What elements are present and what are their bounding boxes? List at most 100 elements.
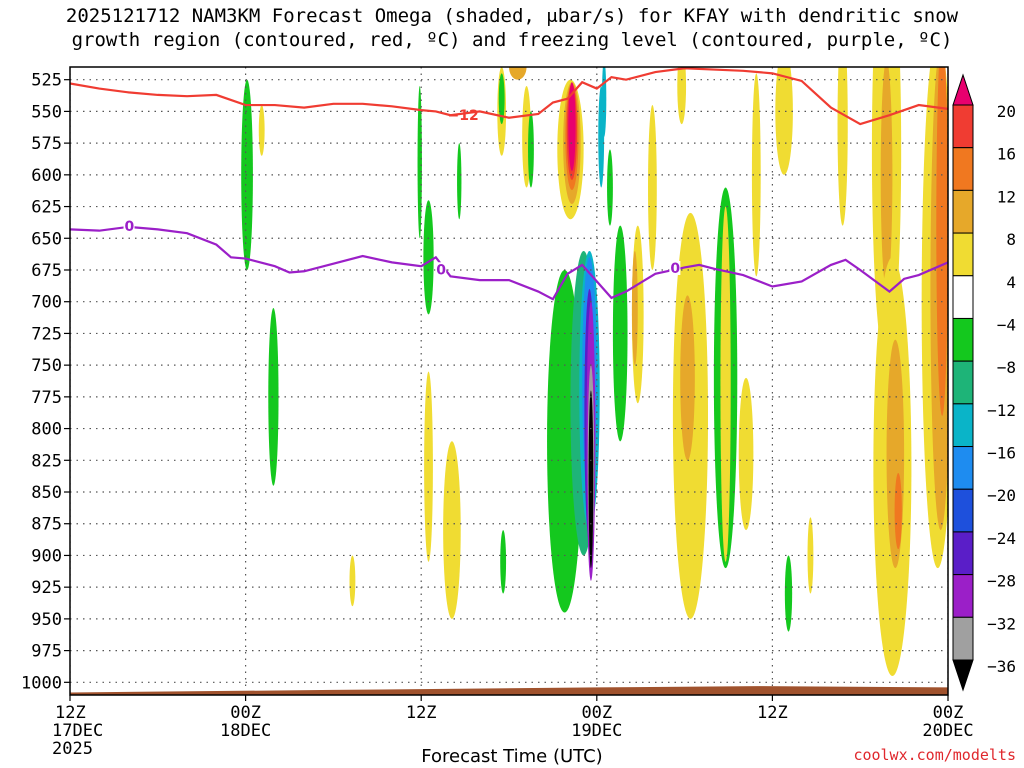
x-tick-year-0: 2025 [52,739,93,759]
plot-frame [69,66,949,696]
omega-shade-49 [509,67,527,80]
colorbar-label-4: 4 [1006,273,1016,292]
omega-shade-11 [528,111,534,188]
y-tick-label-825: 825 [31,451,62,471]
omega-shade-6 [424,371,433,562]
omega-shade-34 [738,377,754,531]
colorbar-bottom-arrow [952,659,974,692]
title-line-2: growth region (contoured, red, ºC) and f… [71,29,953,51]
omega-shade-37 [784,555,793,632]
y-tick-label-525: 525 [31,71,62,91]
y-tick-label-975: 975 [31,642,62,662]
y-tick-label-875: 875 [31,515,62,535]
freezing-level-label-2: 0 [670,261,680,277]
credit-text: coolwx.com/modelts [853,746,1016,764]
x-tick-label-5: 00Z [933,703,964,723]
y-tick-label-900: 900 [31,546,62,566]
colorbar-label-9: −20 [987,486,1016,505]
omega-shade-33 [720,206,731,562]
omega-shade-39 [837,67,848,226]
omega-shade-2 [258,105,265,156]
x-axis-title: Forecast Time (UTC) [421,746,603,767]
title-line-1: 2025121712 NAM3KM Forecast Omega (shaded… [65,5,959,27]
colorbar-label-5: −4 [997,315,1016,334]
colorbar-label-0: 20 [997,102,1016,121]
omega-shade-43 [886,339,905,569]
colorbar-label-13: −36 [987,657,1016,676]
y-tick-label-675: 675 [31,261,62,281]
x-tick-label-3: 00Z [581,703,612,723]
omega-shade-5 [457,143,462,220]
colorbar-swatch-1 [952,104,974,149]
y-tick-label-800: 800 [31,420,62,440]
colorbar-label-11: −28 [987,572,1016,591]
y-tick-label-775: 775 [31,388,62,408]
colorbar-swatch-2 [952,147,974,191]
colorbar-swatch-8 [952,403,974,448]
chart-title: 2025121712 NAM3KM Forecast Omega (shaded… [0,4,1024,52]
omega-shade-1 [268,308,279,486]
omega-shade-47 [936,67,948,416]
y-tick-label-725: 725 [31,324,62,344]
y-tick-label-550: 550 [31,102,62,122]
omega-shade-41 [880,67,893,289]
freezing-label-bg-0 [123,219,135,234]
x-tick-label-2: 12Z [406,703,437,723]
omega-shade-7 [443,441,461,619]
dendritic-contour [70,67,948,126]
omega-shade-3 [423,200,434,315]
omega-shade-35 [751,73,761,277]
colorbar-label-10: −24 [987,529,1016,548]
x-tick-label-0: 12Z [55,703,86,723]
omega-shade-44 [894,472,902,550]
omega-shade-31 [680,295,695,461]
y-tick-label-600: 600 [31,166,62,186]
ground-surface [70,686,948,695]
omega-shade-24 [568,82,576,172]
omega-shade-36 [775,67,793,175]
colorbar-swatch-10 [952,488,974,533]
dendritic-contour-label: −12 [448,108,479,124]
y-tick-label-925: 925 [31,578,62,598]
colorbar-label-6: −8 [997,358,1016,377]
colorbar-swatch-9 [952,446,974,490]
freezing-label-bg-2 [669,260,681,275]
colorbar-swatch-4 [952,232,974,277]
y-tick-label-1000: 1000 [21,673,62,693]
omega-shade-53 [601,67,607,137]
plot-area: −12 0 0 0 [70,67,948,695]
y-tick-label-625: 625 [31,198,62,218]
y-tick-label-650: 650 [31,229,62,249]
y-tick-label-750: 750 [31,356,62,376]
colorbar-label-8: −16 [987,444,1016,463]
omega-shade-19 [588,390,594,569]
colorbar-swatch-12 [952,574,974,618]
colorbar-swatch-13 [952,616,974,661]
x-tick-label-4: 12Z [757,703,788,723]
omega-shade-29 [648,105,657,270]
colorbar-swatch-7 [952,360,974,405]
x-tick-date-3: 19DEC [571,721,622,741]
freezing-level-contour [70,225,948,301]
colorbar-swatch-11 [952,531,974,576]
colorbar-swatch-3 [952,189,974,234]
y-tick-label-575: 575 [31,134,62,154]
x-tick-label-1: 00Z [230,703,261,723]
omega-shade-4 [417,86,422,239]
freezing-label-bg-1 [435,262,447,277]
y-tick-label-700: 700 [31,293,62,313]
y-tick-label-850: 850 [31,483,62,503]
omega-shade-38 [807,517,814,594]
colorbar-label-7: −12 [987,401,1016,420]
colorbar-label-1: 16 [997,145,1016,164]
x-tick-date-0: 17DEC [52,721,103,741]
omega-shade-52 [677,67,687,125]
omega-shade-0 [241,79,253,270]
omega-shade-26 [612,225,628,442]
colorbar-label-12: −32 [987,614,1016,633]
omega-shade-9 [500,530,507,594]
omega-shade-8 [349,555,356,607]
omega-shade-51 [607,149,613,226]
freezing-level-label-0: 0 [125,219,135,235]
